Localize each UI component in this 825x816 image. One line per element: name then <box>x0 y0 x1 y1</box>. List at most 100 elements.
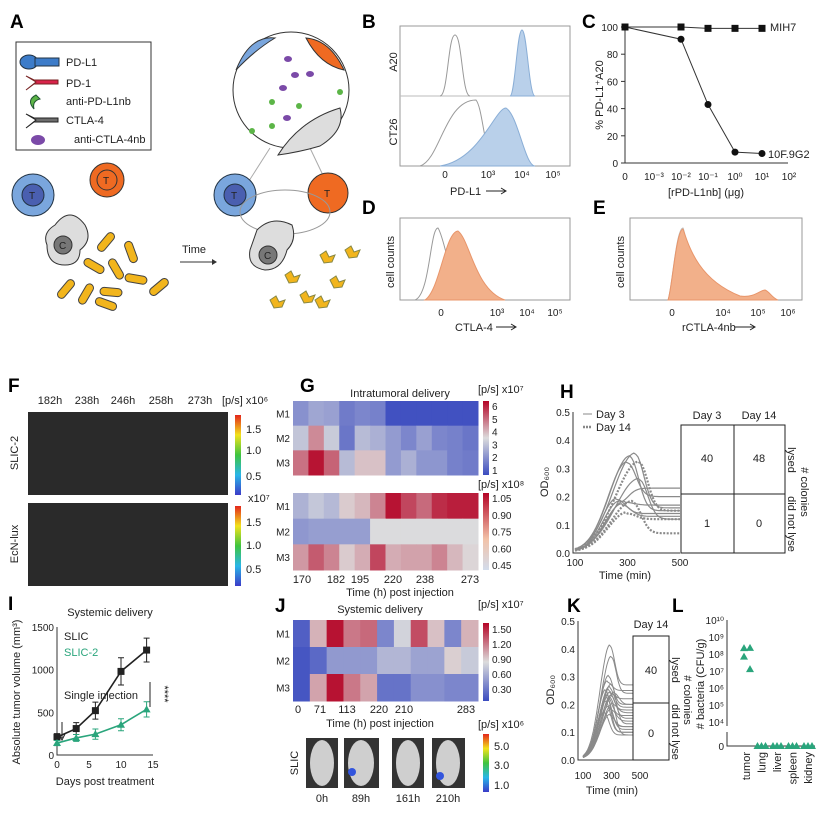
h-table-value: 0 <box>756 518 762 530</box>
e-x-label: rCTLA-4nb <box>682 322 736 334</box>
h-table-col: Day 14 <box>742 410 777 422</box>
i-y-label: Absolute tumor volume (mm³) <box>11 620 23 765</box>
panel-label-a: A <box>10 12 24 33</box>
g-row-label: M2 <box>276 434 290 445</box>
f-colorbar-tick: 1.0 <box>246 540 261 552</box>
g-top-heatmap-cell <box>400 425 417 451</box>
g-bottom-heatmap-cell <box>354 493 371 520</box>
panel-b-histograms <box>399 25 571 167</box>
g-colorbar-tick: 5 <box>492 415 498 426</box>
k-curve <box>582 644 640 757</box>
g-colorbar-bottom <box>483 493 489 570</box>
d-x-label: CTLA-4 <box>455 322 493 334</box>
l-y-tick: 10⁵ <box>709 701 724 712</box>
j-heatmap-cell <box>393 620 412 648</box>
g-bottom-heatmap-cell <box>323 493 340 520</box>
j-x-label: Time (h) post injection <box>326 718 434 730</box>
arrow-right-icon <box>486 187 507 195</box>
legend-anti-ctla4nb: anti-CTLA-4nb <box>74 134 146 146</box>
j-heatmap-cell <box>326 674 344 702</box>
i-legend-slic: SLIC <box>64 631 89 643</box>
l-y-tick: 10⁷ <box>709 667 724 678</box>
g-bottom-heatmap-cell <box>370 518 386 545</box>
f-colorbar-units: [p/s] x10⁶ <box>222 395 268 407</box>
t-cell-label: T <box>324 189 330 200</box>
i-data-point <box>72 733 81 741</box>
c-x-tick: 10¹ <box>755 172 770 183</box>
k-y-tick: 0.2 <box>561 700 575 711</box>
f-colorbar-tick: 0.5 <box>246 471 261 483</box>
l-data-point <box>746 643 754 651</box>
g-bottom-heatmap-cell <box>293 493 309 520</box>
h-table-value: 1 <box>704 518 710 530</box>
h-colony-table <box>680 424 786 554</box>
g-bottom-heatmap-cell <box>431 544 448 571</box>
b-row-label-ct26: CT26 <box>388 119 400 146</box>
k-y-tick: 0.1 <box>561 728 575 739</box>
g-bottom-heatmap-cell <box>447 493 464 520</box>
k-x-tick: 100 <box>575 771 592 782</box>
j-image-tick: 5.0 <box>494 741 509 753</box>
b-x-tick: 0 <box>442 170 448 181</box>
h-x-tick: 100 <box>567 558 584 569</box>
anti-ctla4nb-icon <box>31 135 45 145</box>
panel-f-imaging <box>28 412 241 586</box>
i-x-tick: 10 <box>115 760 127 771</box>
i-title: Systemic delivery <box>67 607 153 619</box>
g-x-tick: 273 <box>461 574 479 586</box>
panel-a-after: T T C <box>213 31 361 309</box>
g-bottom-heatmap-cell <box>370 493 386 520</box>
j-heatmap-cell <box>410 647 429 675</box>
d-x-tick: 10⁵ <box>547 308 562 319</box>
i-series-line-1 <box>56 708 148 744</box>
legend-pdl1: PD-L1 <box>66 57 97 69</box>
t-cell-blue <box>235 37 277 71</box>
g-top-heatmap-cell <box>431 401 448 427</box>
e-x-tick: 10⁴ <box>715 308 730 319</box>
t-cell-orange <box>89 162 125 198</box>
j-heatmap-cell <box>360 674 378 702</box>
k-y-tick: 0.5 <box>561 617 575 628</box>
c-series-label-mih7: MIH7 <box>770 22 796 34</box>
g-bottom-heatmap-cell <box>323 518 340 545</box>
c-y-tick: 60 <box>607 77 619 88</box>
g-bottom-heatmap-cell <box>400 518 417 545</box>
g-bottom-heatmap-cell <box>416 493 433 520</box>
k-y-tick: 0.4 <box>561 645 575 656</box>
c-data-point <box>677 35 685 43</box>
panel-d-histogram <box>399 217 571 301</box>
l-x-category: liver <box>772 752 784 773</box>
g-colorbar-units: [p/s] x10⁸ <box>478 479 524 491</box>
j-heatmap-cell <box>309 674 328 702</box>
h-table-col: Day 3 <box>693 410 722 422</box>
j-image-timepoint: 89h <box>352 793 370 805</box>
h-curve-day14 <box>574 460 680 551</box>
h-y-tick: 0.2 <box>556 493 570 504</box>
c-x-tick: 10⁻² <box>671 172 691 183</box>
i-x-tick: 15 <box>147 760 159 771</box>
g-top-heatmap-cell <box>339 425 356 451</box>
i-data-point <box>91 730 100 738</box>
j-image-tick: 1.0 <box>494 780 509 792</box>
anti-pdl1nb-icon <box>30 94 41 110</box>
c-data-point <box>621 23 629 31</box>
c-y-tick: 0 <box>612 159 618 170</box>
g-top-heatmap-cell <box>370 401 386 427</box>
g-top-heatmap-cell <box>400 450 417 476</box>
j-image-units: [p/s] x10⁶ <box>478 719 524 731</box>
g-top-heatmap-cell <box>339 450 356 476</box>
g-colorbar-tick: 1 <box>492 466 498 477</box>
g-bottom-heatmap-cell <box>370 544 386 571</box>
j-heatmap-cell <box>293 647 311 675</box>
e-x-tick: 10⁶ <box>780 308 795 319</box>
cancer-cell-label: C <box>59 241 66 252</box>
panel-a-legend: PD-L1 PD-1 anti-PD-L1nb CTLA-4 anti-CTLA… <box>15 41 152 151</box>
c-x-tick: 10⁰ <box>727 172 742 183</box>
legend-anti-pdl1nb: anti-PD-L1nb <box>66 96 131 108</box>
j-row-label: M2 <box>276 657 290 668</box>
panel-k-chart: 0.0 0.1 0.2 0.3 0.4 0.5 100 300 500 <box>561 617 670 782</box>
i-y-tick: 500 <box>37 708 54 719</box>
l-data-point <box>792 742 801 749</box>
g-bottom-heatmap-cell <box>416 518 433 545</box>
g-top-heatmap-cell <box>447 450 464 476</box>
